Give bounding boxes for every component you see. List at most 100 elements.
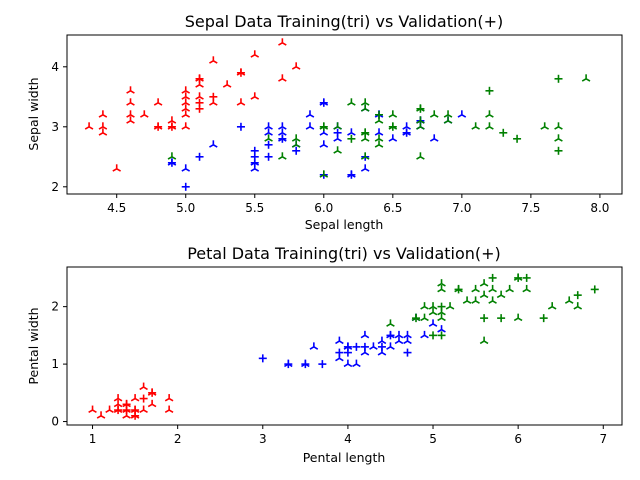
sepal-training-point xyxy=(181,122,191,130)
sepal-training-point xyxy=(291,134,301,142)
petal-x-tick-label: 3 xyxy=(259,432,267,446)
sepal-training-point xyxy=(360,98,370,106)
sepal-validation-point xyxy=(375,110,384,119)
sepal-training-point xyxy=(250,50,260,58)
petal-training-point xyxy=(428,307,438,316)
sepal-training-point xyxy=(250,92,260,100)
sepal-validation-point xyxy=(278,134,287,143)
petal-validation-point xyxy=(437,302,446,311)
sepal-training-point xyxy=(319,170,329,178)
sepal-training-point xyxy=(360,152,370,160)
sepal-training-point xyxy=(388,134,398,142)
petal-x-tick-label: 1 xyxy=(89,432,97,446)
petal-training-point xyxy=(420,302,429,310)
sepal-training-point xyxy=(181,98,191,106)
petal-training-point xyxy=(428,302,438,310)
petal-validation-point xyxy=(258,354,267,363)
petal-training-point xyxy=(437,279,446,287)
petal-training-point xyxy=(496,290,506,299)
sepal-training-point xyxy=(278,128,287,136)
petal-validation-point xyxy=(318,360,327,369)
sepal-training-point xyxy=(429,110,439,118)
petal-validation-point xyxy=(522,273,531,282)
petal-training-point xyxy=(462,296,472,304)
sepal-training-point xyxy=(305,122,315,130)
sepal-validation-point xyxy=(195,104,204,113)
sepal-validation-point xyxy=(499,128,508,137)
sepal-validation-point xyxy=(347,170,356,179)
sepal-training-point xyxy=(360,164,370,172)
sepal-training-point xyxy=(485,110,494,118)
sepal-training-point xyxy=(402,122,411,130)
sepal-y-tick-label: 3 xyxy=(51,120,59,134)
sepal-training-point xyxy=(457,110,467,118)
petal-validation-point xyxy=(429,331,438,340)
petal-training-point xyxy=(547,302,557,310)
petal-training-point xyxy=(394,336,404,345)
sepal-x-tick-label: 6.5 xyxy=(383,201,402,215)
sepal-training-point xyxy=(581,74,591,82)
petal-validation-point xyxy=(301,360,310,369)
sepal-training-point xyxy=(278,122,287,130)
sepal-training-point xyxy=(360,104,370,112)
sepal-validation-point xyxy=(319,122,328,131)
sepal-validation-point xyxy=(264,152,273,161)
petal-y-axis-label: Pental width xyxy=(26,307,41,384)
petal-training-point xyxy=(377,336,387,345)
sepal-x-axis-label: Sepal length xyxy=(305,217,384,232)
sepal-x-tick-label: 8.0 xyxy=(590,201,609,215)
petal-training-point xyxy=(479,290,489,299)
petal-training-point xyxy=(445,302,455,310)
sepal-validation-point xyxy=(154,122,163,131)
sepal-training-point xyxy=(374,128,384,136)
sepal-validation-point xyxy=(416,104,425,113)
sepal-training-point xyxy=(84,122,94,130)
sepal-validation-point xyxy=(361,128,370,137)
sepal-training-point xyxy=(347,98,356,106)
sepal-validation-point xyxy=(333,128,342,137)
sepal-chart-title: Sepal Data Training(tri) vs Validation(+… xyxy=(185,12,504,31)
petal-training-point xyxy=(147,399,157,408)
sepal-validation-point xyxy=(402,128,411,137)
sepal-validation-point xyxy=(264,140,273,149)
sepal-training-point xyxy=(333,146,342,154)
petal-training-point xyxy=(479,336,489,345)
sepal-validation-point xyxy=(236,68,245,77)
petal-training-point xyxy=(471,296,480,304)
sepal-training-point xyxy=(443,116,453,124)
petal-validation-point xyxy=(131,411,140,420)
petal-training-point xyxy=(573,302,583,310)
petal-training-point xyxy=(488,284,497,293)
sepal-x-tick-label: 5.0 xyxy=(176,201,195,215)
sepal-validation-point xyxy=(292,146,301,155)
petal-training-point xyxy=(437,313,446,322)
petal-training-point xyxy=(403,336,412,345)
sepal-training-point xyxy=(278,38,287,46)
sepal-training-point xyxy=(209,140,218,148)
petal-training-point xyxy=(513,313,523,322)
petal-training-point xyxy=(564,296,574,304)
petal-training-point xyxy=(437,284,446,293)
sepal-validation-point xyxy=(554,74,563,83)
petal-chart: Petal Data Training(tri) vs Validation(+… xyxy=(26,244,623,465)
sepal-training-point xyxy=(374,134,384,142)
sepal-validation-point xyxy=(167,122,176,131)
petal-training-point xyxy=(309,342,319,350)
petal-training-point xyxy=(352,359,361,368)
sepal-y-axis-label: Sepal width xyxy=(26,77,41,150)
petal-validation-point xyxy=(335,348,344,357)
petal-training-point xyxy=(360,330,370,339)
sepal-training-point xyxy=(126,86,135,94)
petal-validation-point xyxy=(539,314,548,323)
petal-training-point xyxy=(335,336,344,345)
petal-training-point xyxy=(105,405,114,414)
sepal-training-point xyxy=(374,140,384,148)
sepal-training-point xyxy=(167,152,177,160)
sepal-training-point xyxy=(126,116,135,124)
sepal-training-point xyxy=(264,134,273,142)
petal-x-tick-label: 6 xyxy=(514,432,522,446)
petal-x-tick-label: 4 xyxy=(344,432,352,446)
petal-training-point xyxy=(369,342,378,350)
sepal-training-point xyxy=(471,122,480,130)
